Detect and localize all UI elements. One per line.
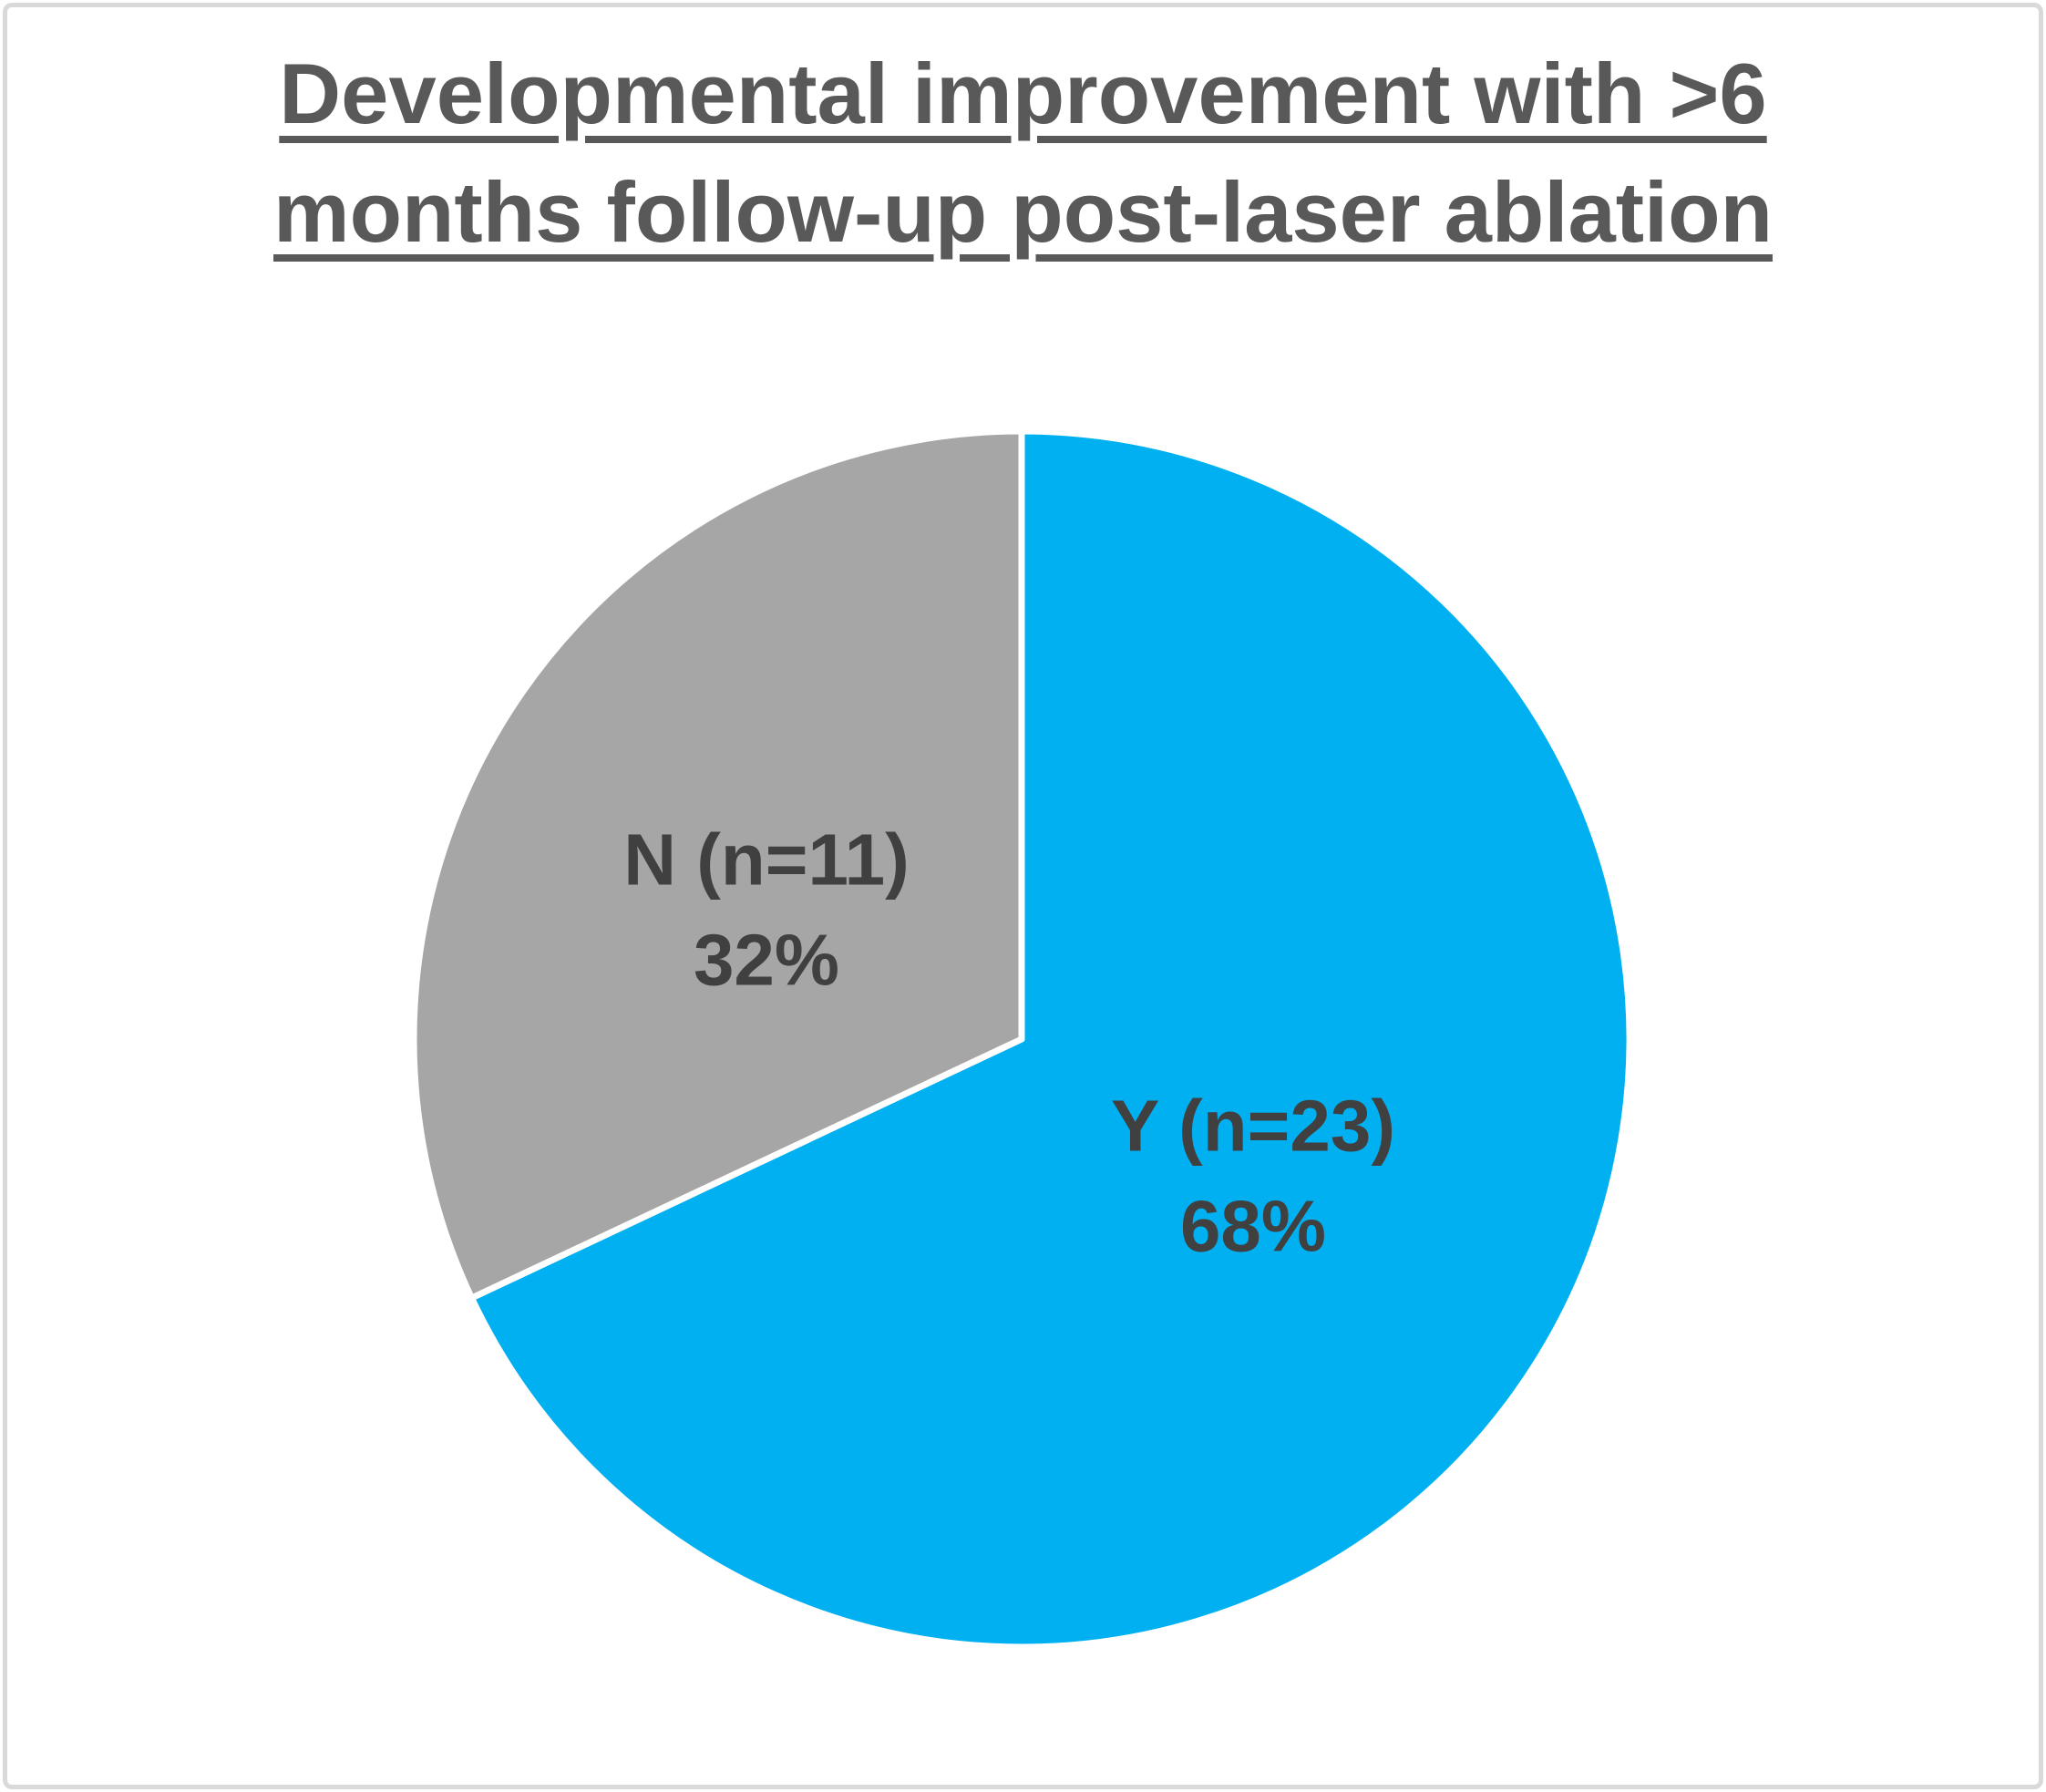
pie-slice-Y [468,427,1633,1651]
slide-frame: Developmental improvement with >6 months… [3,3,2043,1789]
pie-labels: Y (n=23) 68% N (n=11) 32% [623,819,1395,1267]
pie-chart: Y (n=23) 68% N (n=11) 32% [410,427,1633,1651]
pie-label-N: N (n=11) 32% [623,819,909,1001]
chart-title: Developmental improvement with >6 months… [7,35,2039,271]
pie-slices [410,427,1633,1651]
pie-label-Y: Y (n=23) 68% [1111,1086,1395,1267]
pie-slice-N [410,427,1025,1302]
chart-title-line-1: Developmental improvement with >6 [279,46,1767,141]
chart-title-line-2: months follow-up post-laser ablation [273,163,1773,260]
